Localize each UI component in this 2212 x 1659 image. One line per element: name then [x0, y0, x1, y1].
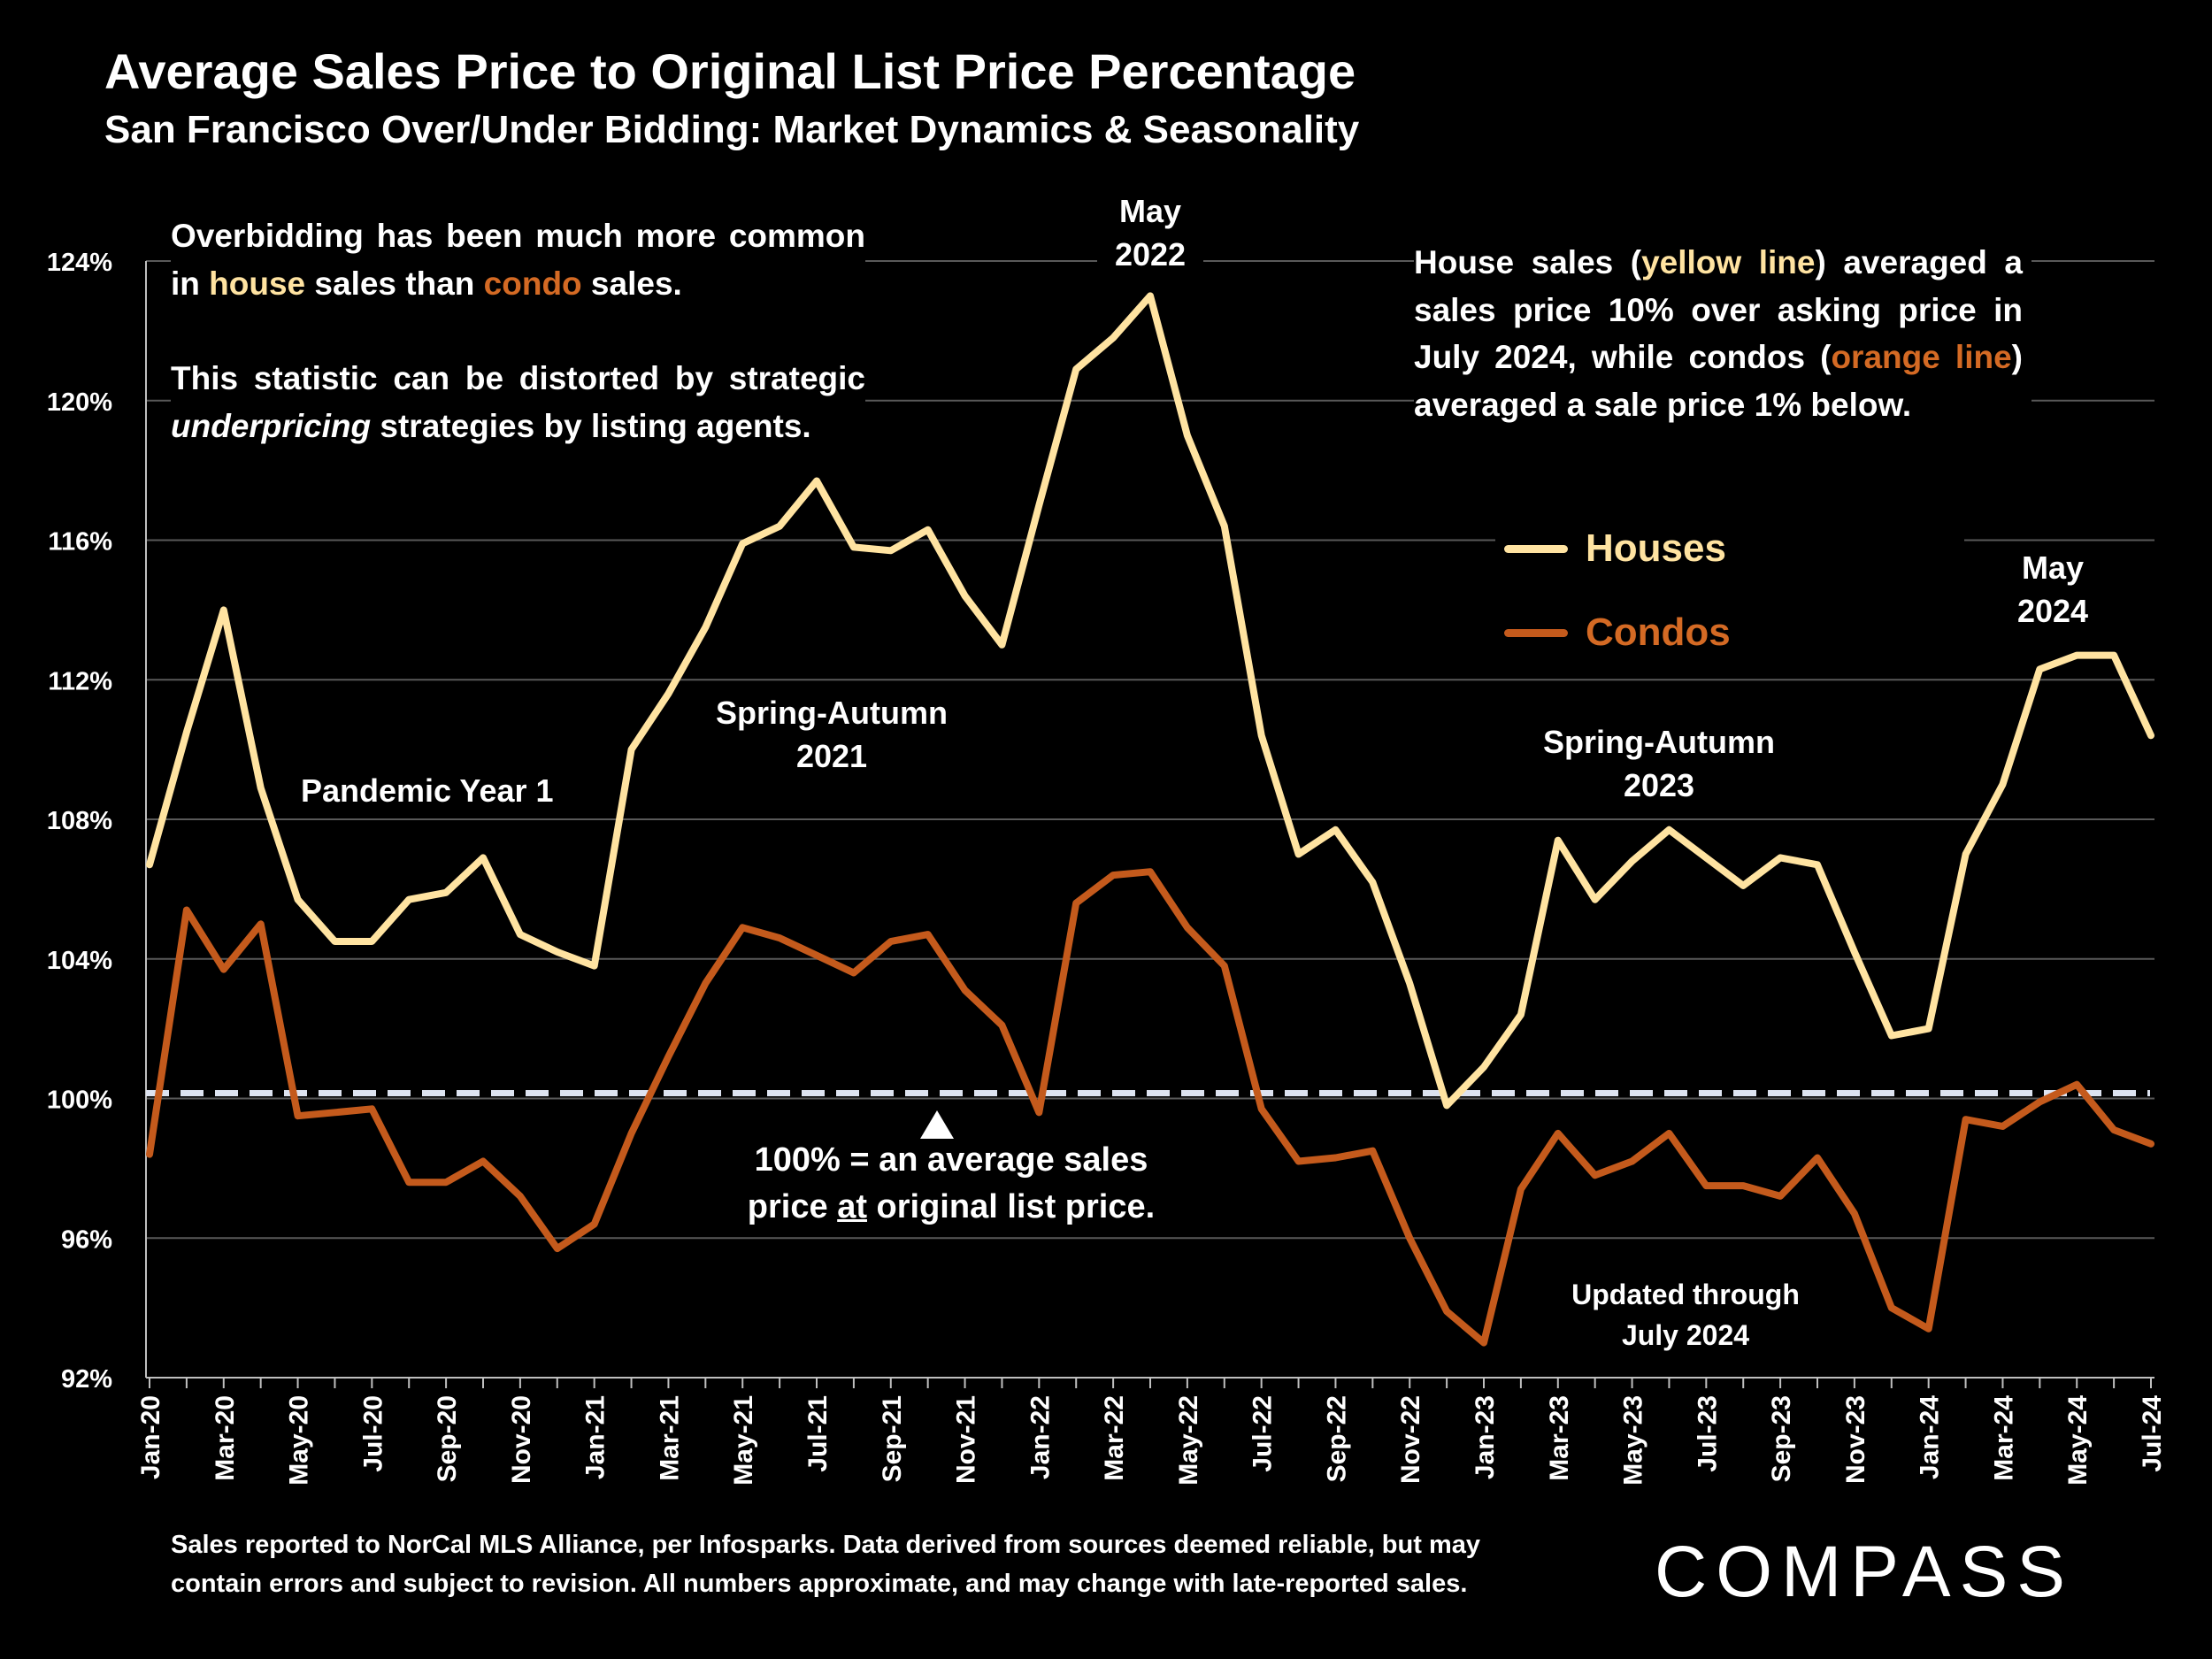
legend-swatch-houses — [1504, 544, 1568, 553]
x-tick-label: Mar-23 — [1545, 1395, 1574, 1481]
note-yellow-line: yellow line — [1641, 244, 1816, 280]
x-tick-label: Jan-23 — [1471, 1395, 1500, 1479]
annotation-may-2024: May 2024 — [2000, 547, 2106, 633]
commentary-left-para2: This statistic can be distorted by strat… — [171, 355, 865, 449]
x-tick-label: Jul-23 — [1693, 1395, 1722, 1472]
annotation-line: May — [1118, 193, 1182, 229]
annotation-line: Spring-Autumn — [716, 695, 948, 731]
annotation-may-2022: May 2022 — [1097, 190, 1203, 277]
commentary-right: House sales (yellow line) averaged a sal… — [1414, 239, 2032, 429]
x-tick-label: Jan-21 — [581, 1395, 611, 1479]
annotation-line: May — [2021, 549, 2085, 586]
x-tick-label: Mar-21 — [655, 1395, 684, 1481]
x-tick-label: Mar-24 — [1989, 1395, 2018, 1481]
y-tick-label: 100% — [47, 1087, 112, 1115]
triangle-marker-icon — [920, 1110, 954, 1139]
x-tick-label: Nov-21 — [952, 1395, 981, 1484]
y-tick-label: 104% — [47, 947, 112, 975]
footnote-line: Sales reported to NorCal MLS Alliance, p… — [171, 1531, 1480, 1559]
commentary-left: Overbidding has been much more common in… — [171, 212, 865, 450]
note-text: strategies by listing agents. — [371, 407, 811, 444]
x-tick-label: Nov-20 — [507, 1395, 536, 1484]
series-line-condos — [146, 868, 2154, 1347]
legend-item-condos: Condos — [1504, 611, 1731, 655]
x-tick-label: Nov-23 — [1841, 1395, 1870, 1484]
annotation-line: 100% = an average sales — [754, 1141, 1148, 1179]
x-tick-label: Jul-21 — [803, 1395, 833, 1472]
x-tick-label: Mar-22 — [1100, 1395, 1129, 1481]
annotation-line: 2022 — [1114, 235, 1187, 273]
chart-subtitle: San Francisco Over/Under Bidding: Market… — [104, 108, 1360, 151]
annotation-line: 2021 — [795, 737, 868, 774]
note-text: Overbidding has been much more common in — [171, 218, 865, 302]
annotation-text: price — [747, 1188, 838, 1226]
note-text: sales than — [305, 265, 484, 302]
note-text: This statistic can be distorted by strat… — [171, 360, 865, 397]
legend: Houses Condos — [1495, 518, 1964, 677]
annotation-line: 2023 — [1623, 766, 1695, 803]
x-tick-label: Jul-20 — [358, 1395, 388, 1472]
footnote-line: contain errors and subject to revision. … — [171, 1569, 1468, 1598]
y-tick-label: 112% — [48, 667, 112, 695]
x-tick-label: Sep-21 — [878, 1395, 907, 1482]
note-text: ) averaged a sales price 10% over asking… — [1414, 244, 2023, 376]
annotation-100-percent: 100% = an average sales price at origina… — [690, 1137, 1212, 1231]
y-tick-label: 92% — [61, 1365, 112, 1394]
legend-swatch-condos — [1504, 628, 1568, 637]
x-tick-label: May-23 — [1619, 1395, 1648, 1486]
series-line-houses — [146, 292, 2154, 1110]
logo-text: COMPASS — [1655, 1532, 2074, 1612]
x-tick-label: Jul-22 — [1248, 1395, 1278, 1472]
x-tick-label: Jan-22 — [1025, 1395, 1055, 1479]
x-tick-label: May-22 — [1174, 1395, 1203, 1486]
note-condo-word: condo — [483, 265, 582, 302]
x-tick-label: May-20 — [285, 1395, 314, 1486]
source-footnote: Sales reported to NorCal MLS Alliance, p… — [171, 1526, 1586, 1603]
legend-item-houses: Houses — [1504, 526, 1726, 571]
legend-label-condos: Condos — [1586, 611, 1731, 654]
annotation-spring-autumn-2023: Spring-Autumn 2023 — [1517, 721, 1801, 807]
y-tick-label: 116% — [48, 528, 112, 557]
x-tick-label: Jul-24 — [2138, 1395, 2167, 1472]
note-text: sales. — [581, 265, 682, 302]
y-tick-label: 120% — [47, 388, 112, 417]
x-tick-label: May-21 — [729, 1395, 758, 1486]
x-tick-label: Sep-23 — [1767, 1395, 1796, 1482]
x-tick-label: May-24 — [2063, 1395, 2093, 1486]
annotation-pandemic-year-1: Pandemic Year 1 — [301, 772, 554, 809]
x-tick-label: Sep-20 — [433, 1395, 462, 1482]
chart-title: Average Sales Price to Original List Pri… — [104, 43, 1356, 99]
annotation-line: July 2024 — [1621, 1319, 1750, 1352]
commentary-left-para1: Overbidding has been much more common in… — [171, 212, 865, 307]
compass-logo: COMPASS — [1655, 1531, 2074, 1614]
x-tick-label: Sep-22 — [1322, 1395, 1351, 1482]
note-emphasis: underpricing — [171, 407, 372, 444]
annotation-spring-autumn-2021: Spring-Autumn 2021 — [690, 692, 973, 778]
annotation-line: price at original list price. — [690, 1184, 1212, 1231]
annotation-line: Updated through — [1571, 1279, 1800, 1310]
annotation-updated-through: Updated through July 2024 — [1544, 1274, 1827, 1356]
legend-label-houses: Houses — [1586, 526, 1726, 570]
annotation-text: original list price. — [866, 1188, 1156, 1226]
note-orange-line: orange line — [1831, 339, 2012, 376]
x-tick-label: Jan-24 — [1916, 1395, 1945, 1479]
annotation-underlined: at — [837, 1188, 867, 1226]
note-text: House sales ( — [1414, 244, 1642, 280]
annotation-line: Spring-Autumn — [1543, 724, 1775, 760]
y-tick-label: 96% — [61, 1225, 112, 1254]
x-tick-label: Mar-20 — [211, 1395, 240, 1481]
note-text: ) averaged a sale price 1% below. — [1414, 339, 2023, 423]
x-tick-label: Jan-20 — [136, 1395, 165, 1479]
y-tick-label: 108% — [47, 807, 112, 835]
note-house-word: house — [209, 265, 306, 302]
annotation-line: 2024 — [2016, 592, 2089, 629]
x-tick-label: Nov-22 — [1396, 1395, 1425, 1484]
y-tick-label: 124% — [47, 249, 112, 277]
